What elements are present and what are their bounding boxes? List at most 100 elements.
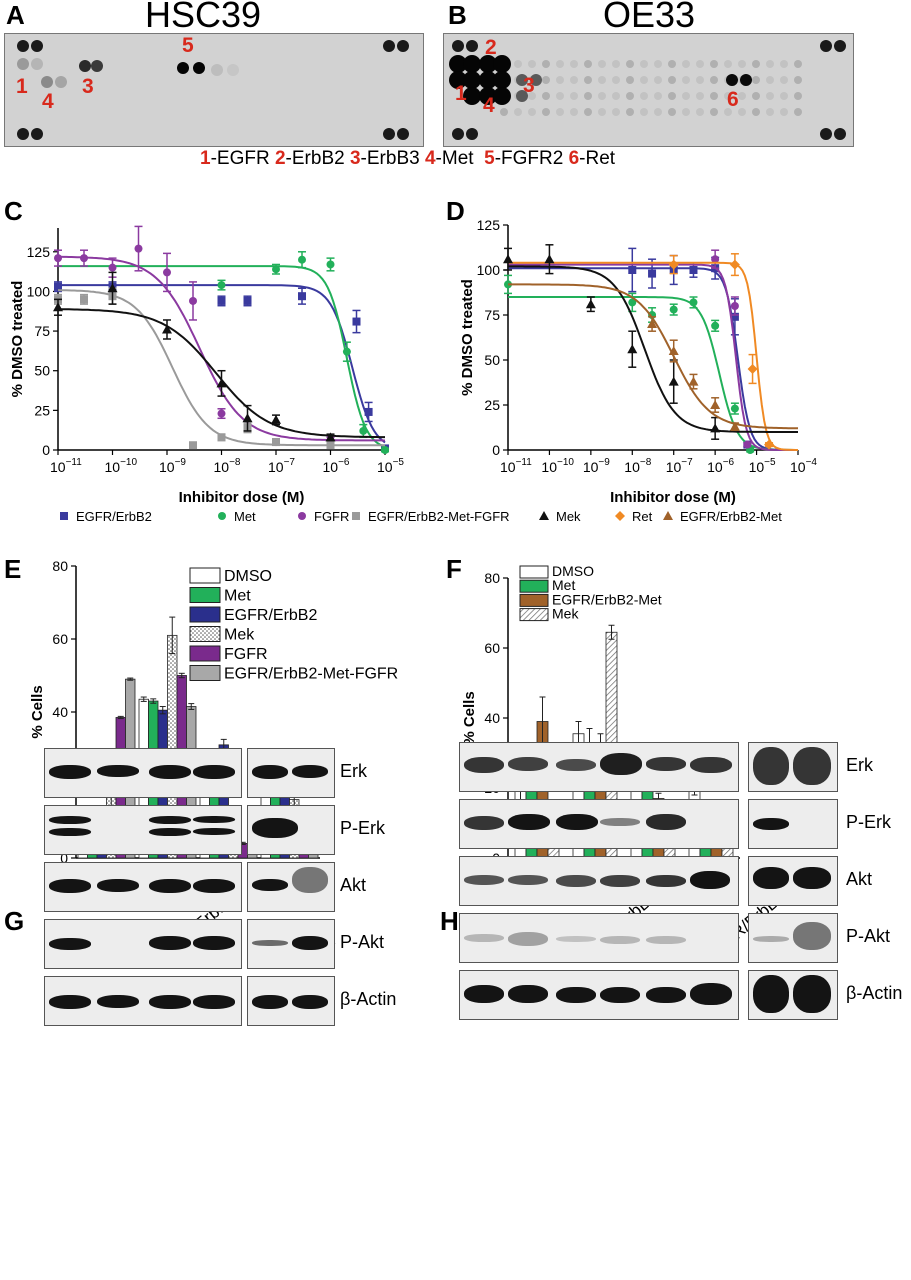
blot-band <box>753 936 789 942</box>
rtk-name: -Met <box>435 148 474 169</box>
array-spot <box>493 55 511 73</box>
array-spot <box>780 108 788 116</box>
array-spot <box>696 60 704 68</box>
blot-band <box>753 867 789 889</box>
blot-band <box>753 818 789 830</box>
array-spot <box>528 108 536 116</box>
x-tick-label: 10−11 <box>50 457 82 475</box>
x-tick-label: 10−10 <box>541 457 574 475</box>
rtk-name: -ErbB3 <box>360 148 420 169</box>
array-spot <box>766 60 774 68</box>
legend-swatch <box>189 606 221 623</box>
array-spot <box>193 62 205 74</box>
array-spot <box>612 92 620 100</box>
row-label: Erk <box>846 755 873 775</box>
data-point <box>381 446 389 454</box>
legend-swatch <box>189 665 221 681</box>
array-spot <box>383 40 395 52</box>
blot-strip <box>247 862 335 912</box>
x-tick-exponent: −8 <box>229 457 241 468</box>
blot-band <box>508 985 548 1003</box>
array-spot <box>584 76 592 84</box>
x-tick-exponent: −7 <box>681 457 693 468</box>
array-spot <box>820 40 832 52</box>
fit-curve <box>508 263 798 451</box>
blot-band <box>556 936 596 942</box>
legend-marker <box>615 511 625 521</box>
y-tick-label: 25 <box>484 397 500 413</box>
data-point <box>54 254 62 263</box>
blot-band <box>690 757 732 773</box>
x-tick-label: 10−7 <box>268 457 295 475</box>
x-tick-exponent: −7 <box>284 457 296 468</box>
array-spot <box>528 60 536 68</box>
array-title-hsc39: HSC39 <box>145 0 262 35</box>
array-spot <box>710 92 718 100</box>
array-spot <box>794 60 802 68</box>
x-tick-label: 10−7 <box>666 457 693 475</box>
blot-strip <box>44 976 242 1026</box>
blot-band <box>252 765 288 779</box>
blot-band <box>252 818 298 838</box>
panel-letter-f: F <box>446 554 462 584</box>
array-spot <box>41 76 53 88</box>
y-tick-label: 100 <box>477 262 501 278</box>
y-tick-label: 50 <box>34 363 50 379</box>
array-marker: 1 <box>16 75 28 98</box>
blot-band <box>464 816 504 830</box>
array-spot <box>493 71 511 89</box>
fit-curve <box>508 261 798 451</box>
blot-band <box>193 879 235 893</box>
data-point <box>217 296 226 305</box>
x-tick-label: 10−9 <box>159 457 186 475</box>
array-title-oe33: OE33 <box>603 0 696 35</box>
y-tick-label: 100 <box>27 283 51 299</box>
blot-band <box>464 875 504 885</box>
legend-marker <box>539 511 549 520</box>
array-marker: 5 <box>182 34 194 57</box>
y-axis-title: % DMSO treated <box>459 279 476 396</box>
data-point <box>134 244 143 253</box>
rtk-name: -ErbB2 <box>285 148 345 169</box>
array-spot <box>682 60 690 68</box>
fit-curve <box>508 283 799 430</box>
panel-letter-h: H <box>440 906 459 936</box>
legend-label: Ret <box>632 509 653 524</box>
data-point <box>628 266 637 274</box>
data-point <box>217 433 226 442</box>
x-tick-label: 10−10 <box>105 457 138 475</box>
blot-band <box>193 936 235 950</box>
array-spot <box>626 92 634 100</box>
data-point <box>711 321 720 330</box>
legend-label: EGFR/ErbB2 <box>224 607 317 624</box>
array-spot <box>668 76 676 84</box>
x-tick-base: 10 <box>583 459 599 475</box>
legend-swatch <box>519 608 549 622</box>
data-point <box>729 421 740 431</box>
blot-band <box>49 816 91 824</box>
array-spot <box>724 60 732 68</box>
array-spot <box>780 60 788 68</box>
array-spot <box>516 74 528 86</box>
array-spot <box>766 92 774 100</box>
blot-band <box>97 995 139 1008</box>
x-tick-base: 10 <box>377 459 393 475</box>
x-tick-exponent: −6 <box>723 457 735 468</box>
data-point <box>107 283 118 293</box>
data-point <box>648 269 657 278</box>
array-spot <box>17 40 29 52</box>
array-spot <box>211 64 223 76</box>
blot-band <box>646 987 686 1003</box>
blot-band <box>508 875 548 885</box>
legend-swatch <box>519 565 549 579</box>
array-spot <box>752 76 760 84</box>
blot-band <box>193 995 235 1009</box>
x-tick-label: 10−9 <box>583 457 610 475</box>
array-spot <box>612 108 620 116</box>
fit-curve <box>508 265 798 433</box>
array-marker: 6 <box>727 88 739 111</box>
blot-band <box>508 814 550 830</box>
data-point <box>544 254 555 264</box>
row-label: β-Actin <box>340 989 397 1009</box>
x-tick-base: 10 <box>666 459 682 475</box>
